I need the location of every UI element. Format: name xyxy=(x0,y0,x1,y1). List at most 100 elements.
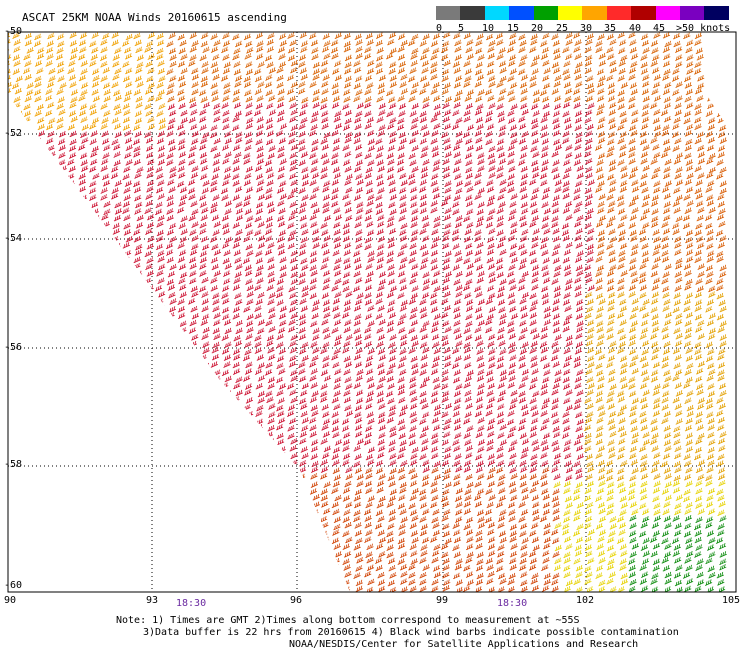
wind-barb xyxy=(508,375,516,382)
wind-barb xyxy=(156,515,164,523)
wind-barb xyxy=(276,438,285,446)
wind-barb xyxy=(26,47,34,54)
wind-barb xyxy=(364,333,372,341)
wind-barb xyxy=(91,32,99,39)
wind-barb xyxy=(441,459,450,467)
wind-barb xyxy=(531,242,539,249)
wind-barb xyxy=(440,312,449,319)
wind-barb xyxy=(630,425,638,433)
wind-barb xyxy=(266,515,275,523)
wind-barb xyxy=(255,130,264,137)
wind-barb xyxy=(411,145,419,152)
wind-barb xyxy=(232,165,240,173)
wind-barb xyxy=(70,47,79,54)
wind-barb xyxy=(81,333,89,341)
wind-barb xyxy=(443,354,452,362)
wind-barb xyxy=(598,353,606,361)
wind-barb xyxy=(431,186,440,193)
wind-barb xyxy=(388,355,397,362)
wind-barb xyxy=(331,102,340,109)
wind-barb xyxy=(542,277,551,284)
wind-barb xyxy=(620,550,628,557)
wind-barb xyxy=(694,348,702,355)
wind-barb xyxy=(477,383,485,390)
wind-barb xyxy=(298,207,306,214)
wind-barb xyxy=(200,40,208,48)
wind-barb xyxy=(584,200,592,207)
wind-barb xyxy=(617,159,625,166)
wind-barb xyxy=(13,96,21,103)
wind-barb xyxy=(278,509,286,517)
wind-barb xyxy=(320,67,328,75)
wind-barb xyxy=(100,187,108,194)
wind-barb xyxy=(221,144,230,151)
wind-barb xyxy=(573,67,582,75)
wind-barb xyxy=(465,516,474,524)
wind-barb xyxy=(598,116,606,124)
wind-barb xyxy=(616,453,625,460)
wind-barb xyxy=(56,453,65,461)
wind-barb xyxy=(442,473,451,481)
wind-barb xyxy=(210,361,218,368)
wind-barb xyxy=(276,333,284,341)
wind-barb xyxy=(639,131,648,138)
wind-barb xyxy=(586,235,594,243)
wind-barb xyxy=(343,81,352,89)
wind-barb xyxy=(288,473,296,481)
wind-barb xyxy=(199,152,208,159)
wind-barb xyxy=(322,283,330,291)
wind-barb xyxy=(122,453,130,461)
wind-barb xyxy=(46,137,54,145)
wind-barb xyxy=(243,75,251,83)
wind-barb xyxy=(487,95,495,102)
wind-barb xyxy=(290,187,298,194)
wind-barb xyxy=(685,102,694,109)
wind-barb xyxy=(146,186,154,193)
wind-barb xyxy=(320,172,328,180)
wind-barb xyxy=(705,40,713,47)
wind-barb xyxy=(532,172,540,179)
wind-barb xyxy=(652,410,661,417)
wind-barb xyxy=(716,213,725,221)
wind-barb xyxy=(674,369,683,376)
wind-barb xyxy=(277,537,286,545)
wind-barb xyxy=(575,61,583,69)
wind-barb xyxy=(310,341,318,348)
wind-barb xyxy=(518,333,526,341)
wind-barb xyxy=(234,340,243,347)
wind-barb xyxy=(168,374,177,382)
wind-barb xyxy=(311,312,319,320)
wind-barb xyxy=(132,138,141,146)
wind-barb xyxy=(232,115,240,123)
wind-barb xyxy=(364,88,372,96)
wind-barb xyxy=(388,515,396,522)
wind-barb xyxy=(474,109,483,116)
wind-barb xyxy=(276,389,284,397)
wind-barb xyxy=(111,256,119,264)
wind-barb xyxy=(608,117,616,124)
wind-barb xyxy=(409,382,417,389)
wind-barb xyxy=(705,222,713,230)
wind-barb xyxy=(23,318,32,326)
wind-barb xyxy=(376,228,385,236)
wind-barb xyxy=(465,138,473,145)
wind-barb xyxy=(386,123,395,130)
wind-barb xyxy=(378,411,386,419)
wind-barb xyxy=(13,523,22,530)
wind-barb xyxy=(496,271,505,279)
wind-barb xyxy=(684,284,692,291)
wind-barb xyxy=(355,397,364,404)
wind-barb xyxy=(344,75,353,83)
wind-barb xyxy=(719,390,727,397)
wind-barb xyxy=(532,89,541,97)
wind-barb xyxy=(245,166,254,173)
wind-barb xyxy=(190,109,198,116)
wind-barb xyxy=(267,207,276,214)
wind-barb xyxy=(8,208,9,215)
wind-barb xyxy=(34,157,42,165)
wind-barb xyxy=(221,285,230,292)
wind-barb xyxy=(299,201,307,208)
wind-barb xyxy=(102,67,110,74)
wind-barb xyxy=(265,89,273,97)
wind-barb xyxy=(100,75,108,82)
